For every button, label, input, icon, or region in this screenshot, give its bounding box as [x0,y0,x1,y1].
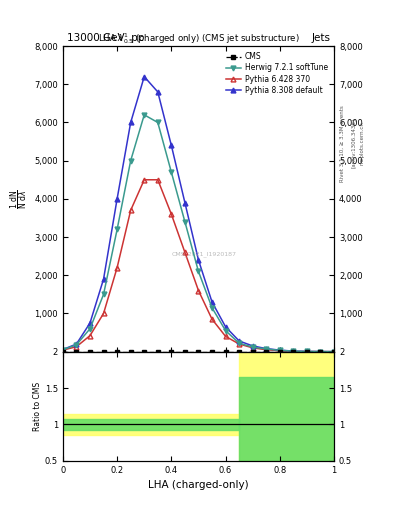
Pythia 8.308 default [332,349,336,355]
CMS [156,349,160,355]
Pythia 6.428 370 [88,333,92,339]
Line: Pythia 6.428 370: Pythia 6.428 370 [61,177,336,354]
Pythia 6.428 370 [61,347,65,353]
Herwig 7.2.1 softTune [183,219,187,225]
Herwig 7.2.1 softTune [264,346,269,352]
Pythia 8.308 default [169,142,174,148]
Herwig 7.2.1 softTune [142,112,147,118]
CMS [129,349,133,355]
X-axis label: LHA (charged-only): LHA (charged-only) [148,480,249,490]
Herwig 7.2.1 softTune [74,342,79,348]
Pythia 8.308 default [237,338,241,344]
Herwig 7.2.1 softTune [61,347,65,353]
Herwig 7.2.1 softTune [305,348,309,354]
Herwig 7.2.1 softTune [169,169,174,175]
CMS [237,349,241,355]
Text: Rivet 3.1.10, ≥ 3.3M events: Rivet 3.1.10, ≥ 3.3M events [340,105,345,182]
Pythia 6.428 370 [332,349,336,355]
CMS [305,349,309,355]
CMS [210,349,215,355]
Pythia 6.428 370 [277,348,282,354]
Pythia 6.428 370 [223,333,228,339]
Herwig 7.2.1 softTune [196,268,201,274]
CMS [291,349,296,355]
Herwig 7.2.1 softTune [156,119,160,125]
Pythia 6.428 370 [156,177,160,183]
Pythia 8.308 default [291,348,296,354]
CMS [169,349,174,355]
CMS [61,349,65,355]
Pythia 8.308 default [88,320,92,326]
Line: CMS: CMS [61,349,336,354]
CMS [183,349,187,355]
Herwig 7.2.1 softTune [223,328,228,334]
CMS [250,349,255,355]
Pythia 8.308 default [183,200,187,206]
Pythia 6.428 370 [291,348,296,354]
CMS [277,349,282,355]
Herwig 7.2.1 softTune [101,291,106,297]
CMS [88,349,92,355]
Pythia 8.308 default [74,341,79,347]
Pythia 6.428 370 [183,249,187,255]
Pythia 6.428 370 [129,207,133,214]
Pythia 8.308 default [305,348,309,354]
CMS [115,349,119,355]
Herwig 7.2.1 softTune [237,340,241,346]
Herwig 7.2.1 softTune [291,348,296,354]
Pythia 6.428 370 [264,347,269,353]
Herwig 7.2.1 softTune [318,349,323,355]
Pythia 6.428 370 [305,349,309,355]
Pythia 6.428 370 [101,310,106,316]
Pythia 6.428 370 [142,177,147,183]
Pythia 8.308 default [223,324,228,330]
Herwig 7.2.1 softTune [277,347,282,353]
CMS [196,349,201,355]
Text: 13000 GeV  pp: 13000 GeV pp [67,33,144,44]
Pythia 8.308 default [196,257,201,263]
Legend: CMS, Herwig 7.2.1 softTune, Pythia 6.428 370, Pythia 8.308 default: CMS, Herwig 7.2.1 softTune, Pythia 6.428… [224,50,330,97]
CMS [74,349,79,355]
Text: CMS_2021_I1920187: CMS_2021_I1920187 [171,251,236,257]
Text: Jets: Jets [311,33,330,44]
Pythia 6.428 370 [169,211,174,217]
Herwig 7.2.1 softTune [250,344,255,350]
CMS [332,349,336,355]
Herwig 7.2.1 softTune [210,305,215,311]
Pythia 8.308 default [264,346,269,352]
Herwig 7.2.1 softTune [332,349,336,355]
Pythia 8.308 default [129,119,133,125]
Pythia 8.308 default [142,74,147,80]
Pythia 8.308 default [318,349,323,355]
Pythia 8.308 default [210,299,215,305]
Pythia 6.428 370 [318,349,323,355]
Pythia 8.308 default [156,89,160,95]
CMS [142,349,147,355]
Pythia 8.308 default [115,196,119,202]
Herwig 7.2.1 softTune [88,326,92,332]
CMS [101,349,106,355]
Title: LHA $\lambda^{1}_{0.5}$ (charged only) (CMS jet substructure): LHA $\lambda^{1}_{0.5}$ (charged only) (… [98,31,299,46]
Pythia 6.428 370 [196,287,201,293]
Line: Pythia 8.308 default: Pythia 8.308 default [61,74,336,354]
CMS [264,349,269,355]
Y-axis label: Ratio to CMS: Ratio to CMS [33,381,42,431]
CMS [318,349,323,355]
Text: mcplots.cern.ch: mcplots.cern.ch [360,121,365,165]
Pythia 6.428 370 [237,341,241,347]
Pythia 6.428 370 [115,265,119,271]
Pythia 8.308 default [277,347,282,353]
Pythia 8.308 default [61,347,65,353]
CMS [223,349,228,355]
Pythia 8.308 default [250,343,255,349]
Pythia 8.308 default [101,276,106,282]
Pythia 6.428 370 [210,316,215,322]
Text: [arXiv:1306.3436]: [arXiv:1306.3436] [351,118,356,168]
Y-axis label: $\frac{1}{\mathrm{N}}\frac{\mathrm{d}\mathrm{N}}{\mathrm{d}\lambda}$: $\frac{1}{\mathrm{N}}\frac{\mathrm{d}\ma… [9,189,30,209]
Herwig 7.2.1 softTune [115,226,119,232]
Pythia 6.428 370 [74,344,79,350]
Line: Herwig 7.2.1 softTune: Herwig 7.2.1 softTune [61,113,336,354]
Herwig 7.2.1 softTune [129,158,133,164]
Pythia 6.428 370 [250,345,255,351]
